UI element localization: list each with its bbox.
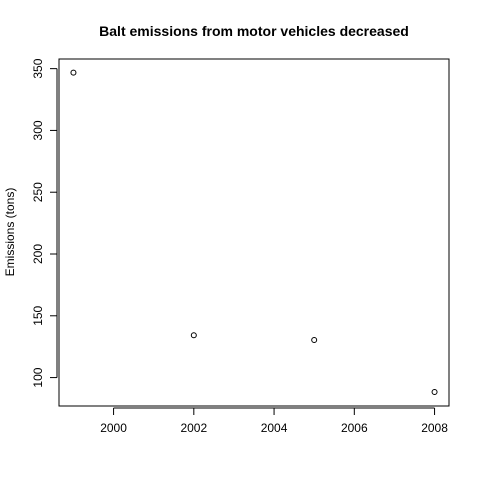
y-tick-label: 250 bbox=[31, 182, 45, 202]
y-tick-label: 150 bbox=[31, 305, 45, 325]
y-tick-label: 300 bbox=[31, 120, 45, 140]
x-tick-label: 2004 bbox=[261, 421, 288, 435]
x-tick-label: 2008 bbox=[421, 421, 448, 435]
y-tick-label: 200 bbox=[31, 244, 45, 264]
x-tick-label: 2002 bbox=[180, 421, 207, 435]
data-point bbox=[190, 332, 197, 339]
y-axis-label: Emissions (tons) bbox=[3, 188, 17, 277]
y-axis: 100 150 200 250 300 350 bbox=[31, 58, 58, 388]
x-axis: 2000 2002 2004 2006 2008 bbox=[100, 407, 448, 435]
plot-area bbox=[58, 58, 450, 407]
data-point bbox=[311, 337, 318, 344]
y-tick-label: 100 bbox=[31, 367, 45, 387]
x-tick-label: 2000 bbox=[100, 421, 127, 435]
data-points bbox=[70, 69, 438, 396]
chart-title: Balt emissions from motor vehicles decre… bbox=[99, 23, 409, 39]
y-tick-label: 350 bbox=[31, 58, 45, 78]
x-tick-label: 2006 bbox=[341, 421, 368, 435]
data-point bbox=[431, 389, 438, 396]
data-point bbox=[70, 69, 77, 76]
